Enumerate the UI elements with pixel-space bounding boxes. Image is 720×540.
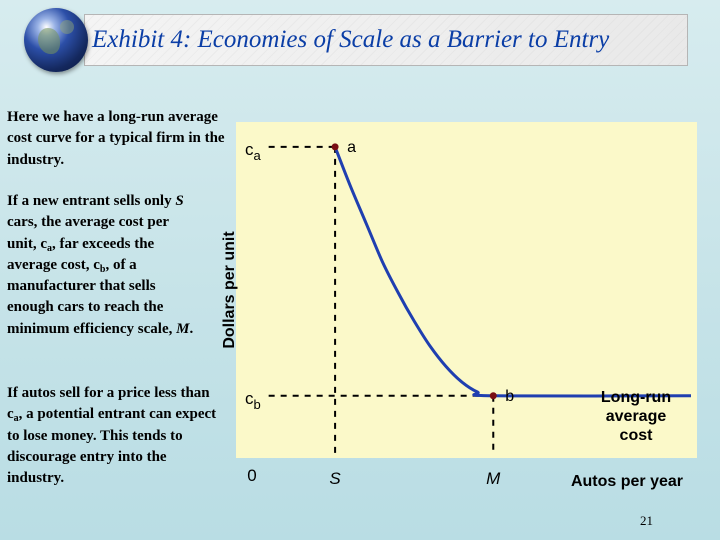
globe-icon (24, 8, 88, 72)
x-tick-label-m: M (486, 469, 501, 488)
point-b (489, 392, 497, 400)
curve-label-line: average (606, 408, 667, 425)
y-axis-label: Dollars per unit (221, 231, 238, 349)
explanation-text: If a new entrant sells only S cars, the … (7, 193, 194, 337)
x-axis-label: Autos per year (571, 473, 683, 490)
point-label-b: b (505, 388, 514, 405)
curve-label-line: cost (620, 427, 654, 444)
x-tick-label-s: S (329, 469, 341, 488)
long-run-average-cost-curve (333, 146, 692, 398)
page-number: 21 (640, 513, 653, 528)
conclusion-text: If autos sell for a price less than ca, … (7, 385, 217, 487)
y-tick-label-ca: ca (245, 140, 262, 163)
slide-title: Exhibit 4: Economies of Scale as a Barri… (92, 26, 610, 53)
title-band (84, 14, 688, 66)
plot-area (236, 122, 697, 458)
y-tick-label-cb: cb (245, 389, 261, 412)
point-a (331, 143, 339, 151)
x-tick-label-0: 0 (247, 466, 256, 485)
curve-label-line: Long-run (601, 389, 671, 406)
point-label-a: a (347, 139, 356, 156)
intro-text: Here we have a long-run average cost cur… (7, 109, 225, 168)
